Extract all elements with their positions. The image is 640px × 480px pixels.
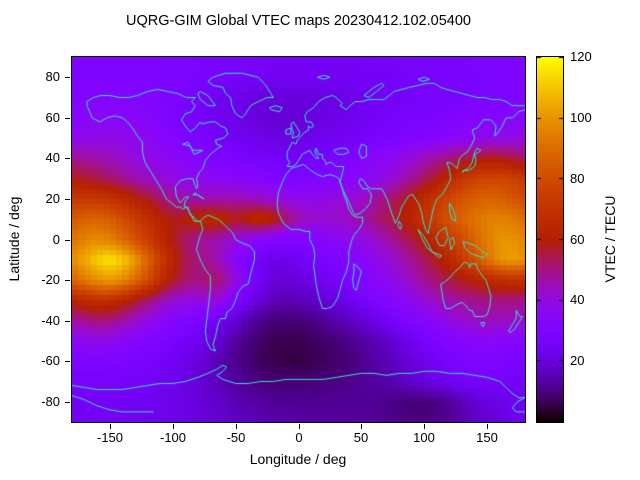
- colorbar-canvas: [537, 57, 563, 422]
- x-tick-mark: [236, 424, 237, 429]
- plot-title: UQRG-GIM Global VTEC maps 20230412.102.0…: [126, 13, 471, 29]
- y-tick-mark: [65, 158, 70, 159]
- x-tick-label: 0: [295, 430, 303, 445]
- y-tick-label: 20: [45, 191, 60, 206]
- x-tick-mark: [173, 424, 174, 429]
- y-tick-label: 0: [52, 232, 60, 247]
- y-tick-label: 80: [45, 69, 60, 84]
- y-tick-mark: [65, 321, 70, 322]
- colorbar-tick-label: 60: [570, 232, 585, 247]
- colorbar-tick-label: 120: [570, 49, 592, 64]
- x-tick-mark: [110, 424, 111, 429]
- x-tick-label: -150: [96, 430, 124, 445]
- plot-frame: [71, 56, 526, 423]
- y-tick-label: -40: [41, 313, 60, 328]
- x-tick-mark: [487, 424, 488, 429]
- y-tick-mark: [65, 402, 70, 403]
- x-axis-label: Longitude / deg: [249, 451, 347, 467]
- y-tick-mark: [65, 118, 70, 119]
- x-tick-mark: [424, 424, 425, 429]
- y-tick-label: -80: [41, 394, 60, 409]
- y-tick-mark: [65, 199, 70, 200]
- y-tick-label: -60: [41, 353, 60, 368]
- x-tick-label: -100: [159, 430, 187, 445]
- y-tick-mark: [65, 77, 70, 78]
- colorbar-tick-label: 100: [570, 110, 592, 125]
- x-tick-mark: [299, 424, 300, 429]
- x-tick-mark: [361, 424, 362, 429]
- x-tick-label: 50: [353, 430, 369, 445]
- colorbar-tick-label: 40: [570, 292, 585, 307]
- y-tick-label: 40: [45, 150, 60, 165]
- vtec-heatmap-canvas: [72, 57, 525, 422]
- y-tick-mark: [65, 361, 70, 362]
- x-tick-label: -50: [226, 430, 246, 445]
- y-tick-label: -20: [41, 272, 60, 287]
- x-tick-label: 150: [476, 430, 498, 445]
- colorbar-tick-label: 20: [570, 353, 585, 368]
- colorbar-frame: [536, 56, 564, 423]
- y-tick-label: 60: [45, 110, 60, 125]
- x-tick-label: 100: [413, 430, 435, 445]
- y-tick-mark: [65, 280, 70, 281]
- colorbar-tick-label: 80: [570, 171, 585, 186]
- y-tick-mark: [65, 240, 70, 241]
